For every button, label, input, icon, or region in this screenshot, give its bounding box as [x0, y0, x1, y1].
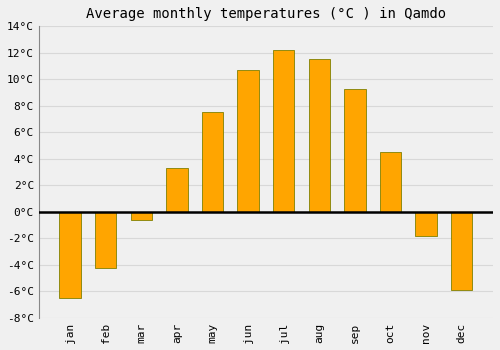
Bar: [344, 89, 366, 212]
Bar: [130, 212, 152, 220]
Bar: [273, 50, 294, 212]
Bar: [202, 112, 223, 212]
Bar: [238, 70, 259, 212]
Bar: [416, 212, 437, 236]
Bar: [60, 212, 81, 298]
Bar: [166, 168, 188, 212]
Bar: [95, 212, 116, 267]
Title: Average monthly temperatures (°C ) in Qamdo: Average monthly temperatures (°C ) in Qa…: [86, 7, 446, 21]
Bar: [308, 60, 330, 212]
Bar: [451, 212, 472, 290]
Bar: [380, 152, 401, 212]
